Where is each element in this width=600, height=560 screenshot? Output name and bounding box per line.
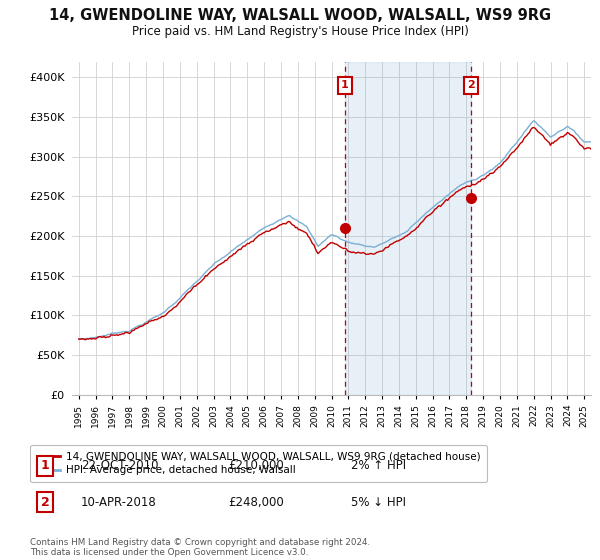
Text: 1: 1	[341, 81, 349, 90]
Text: £210,000: £210,000	[228, 459, 284, 473]
Text: £248,000: £248,000	[228, 496, 284, 509]
Text: 10-APR-2018: 10-APR-2018	[81, 496, 157, 509]
Text: Price paid vs. HM Land Registry's House Price Index (HPI): Price paid vs. HM Land Registry's House …	[131, 25, 469, 38]
Text: 22-OCT-2010: 22-OCT-2010	[81, 459, 158, 473]
Bar	[345, 62, 471, 395]
Text: 5% ↓ HPI: 5% ↓ HPI	[351, 496, 406, 509]
Text: 14, GWENDOLINE WAY, WALSALL WOOD, WALSALL, WS9 9RG: 14, GWENDOLINE WAY, WALSALL WOOD, WALSAL…	[49, 8, 551, 24]
Text: Contains HM Land Registry data © Crown copyright and database right 2024.
This d: Contains HM Land Registry data © Crown c…	[30, 538, 370, 557]
Text: 1: 1	[41, 459, 49, 473]
Text: 2: 2	[41, 496, 49, 509]
Legend: 14, GWENDOLINE WAY, WALSALL WOOD, WALSALL, WS9 9RG (detached house), HPI: Averag: 14, GWENDOLINE WAY, WALSALL WOOD, WALSAL…	[31, 445, 487, 482]
Text: 2% ↑ HPI: 2% ↑ HPI	[351, 459, 406, 473]
Text: 2: 2	[467, 81, 475, 90]
